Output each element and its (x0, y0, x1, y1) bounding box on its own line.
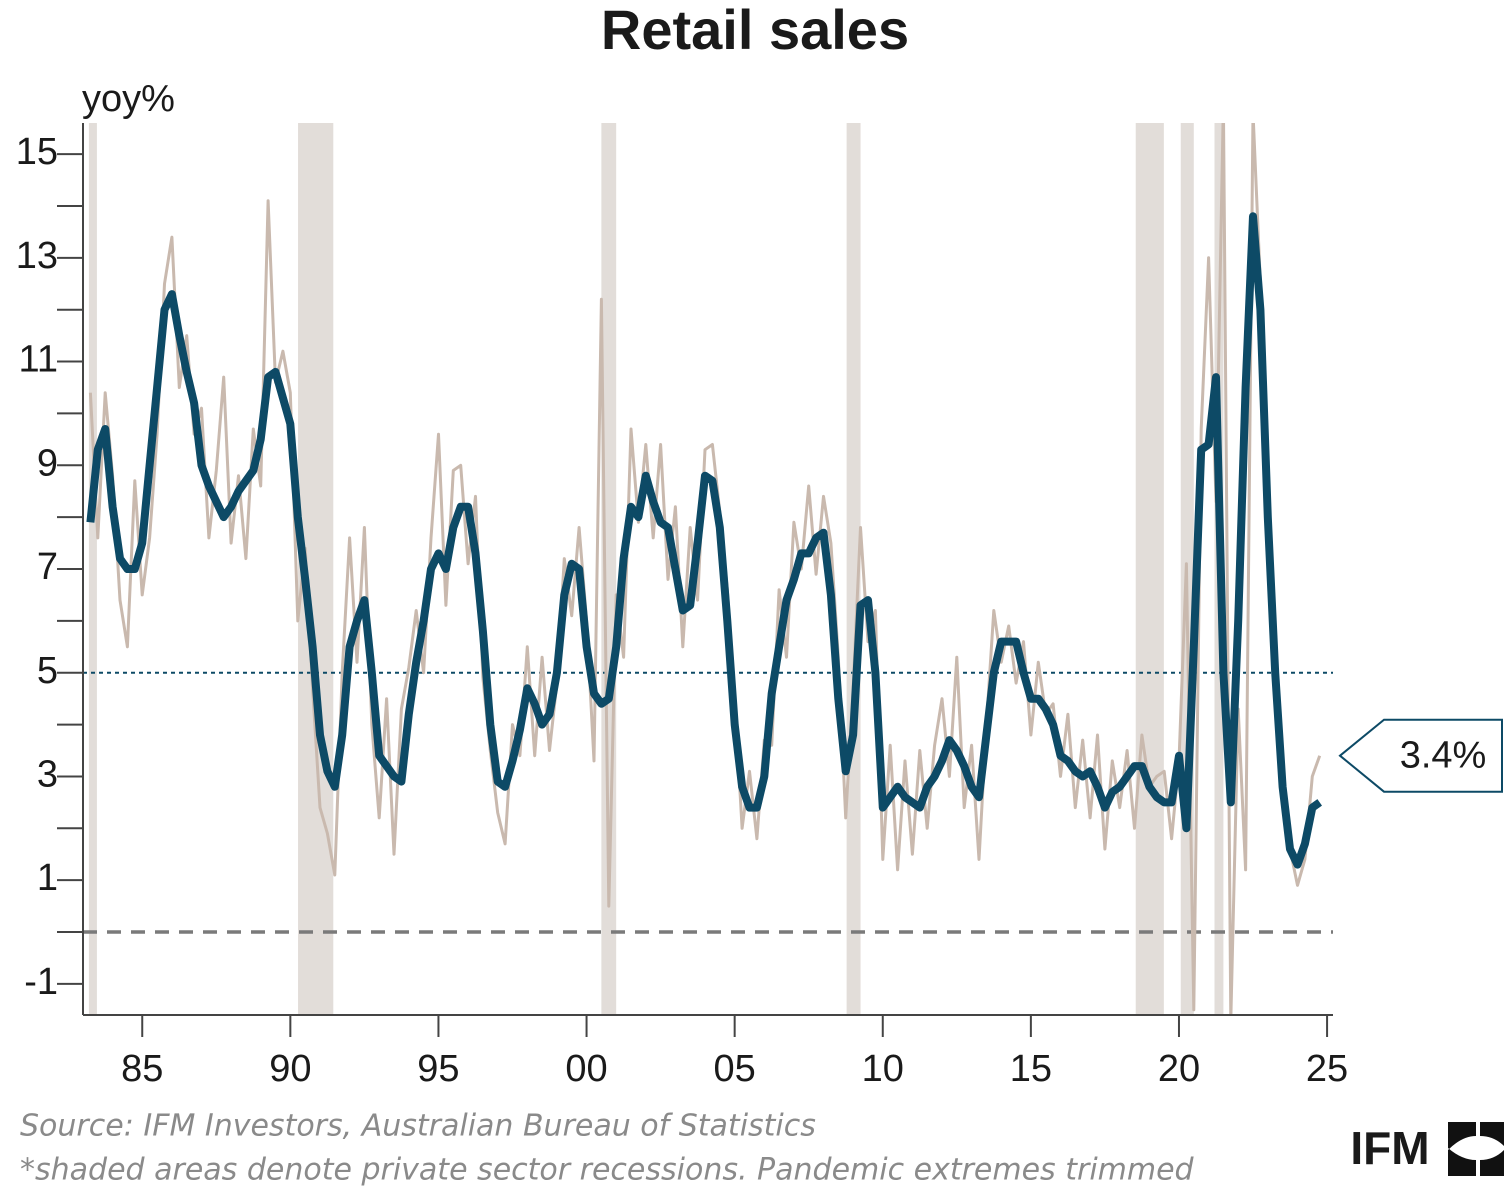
recession-band (88, 123, 97, 1015)
plot-area (83, 123, 1333, 1015)
logo-text: IFM (1350, 1122, 1429, 1174)
x-tick-label: 90 (269, 1048, 311, 1090)
logo: IFM (1350, 1122, 1504, 1176)
chart-title: Retail sales (601, 0, 909, 61)
x-tick-label: 85 (121, 1048, 163, 1090)
y-tick-label: 5 (37, 650, 58, 692)
y-axis-label: yoy% (82, 78, 175, 120)
x-tick-label: 10 (862, 1048, 904, 1090)
recession-band (846, 123, 861, 1015)
annotation-label: 3.4% (1400, 735, 1487, 777)
series-line (88, 123, 1322, 1015)
x-tick-label: 00 (565, 1048, 607, 1090)
y-tick-label: 9 (37, 442, 58, 484)
logo-icon (1448, 1122, 1504, 1176)
series-line (86, 212, 1322, 869)
x-tick-label: 20 (1158, 1048, 1200, 1090)
y-tick-label: 13 (16, 235, 58, 277)
x-tick-label: 95 (417, 1048, 459, 1090)
y-tick-label: 7 (37, 546, 58, 588)
x-tick-label: 05 (714, 1048, 756, 1090)
x-tick-label: 25 (1306, 1048, 1348, 1090)
footnote: *shaded areas denote private sector rece… (20, 1153, 1195, 1188)
y-tick-label: 11 (19, 339, 58, 381)
y-tick-label: 3 (37, 753, 58, 795)
annotation-callout (1338, 718, 1503, 793)
y-tick-label: 15 (16, 131, 58, 173)
recession-band (1135, 123, 1164, 1015)
y-tick-label: 1 (37, 857, 58, 899)
x-tick-label: 15 (1010, 1048, 1052, 1090)
source-note: Source: IFM Investors, Australian Bureau… (20, 1109, 816, 1144)
y-tick-label: -1 (24, 961, 58, 1003)
